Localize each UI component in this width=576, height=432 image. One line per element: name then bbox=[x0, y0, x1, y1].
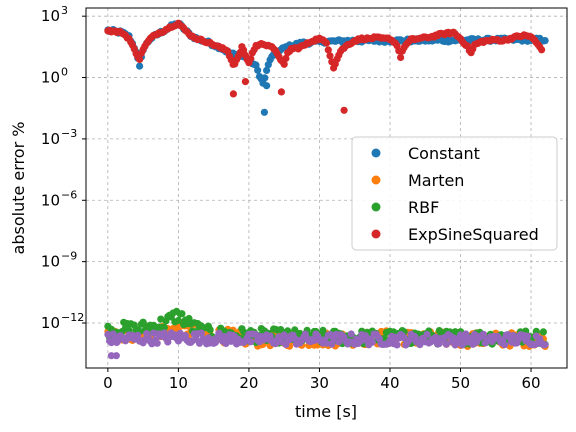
data-point bbox=[347, 330, 355, 338]
data-point bbox=[416, 341, 424, 349]
data-point-outlier bbox=[260, 108, 268, 116]
series-unlabeled bbox=[104, 329, 549, 360]
legend-label-rbf: RBF bbox=[408, 198, 439, 217]
y-tick-label: 10 bbox=[41, 191, 60, 209]
data-layer bbox=[104, 19, 549, 360]
data-point bbox=[160, 324, 168, 332]
data-point bbox=[254, 66, 262, 74]
data-point bbox=[462, 330, 470, 338]
series-constant bbox=[104, 20, 549, 116]
data-point-outlier bbox=[241, 78, 249, 86]
data-point bbox=[501, 341, 509, 349]
x-tick-label: 20 bbox=[239, 374, 258, 392]
data-point bbox=[136, 62, 144, 70]
data-point bbox=[206, 326, 214, 334]
data-point bbox=[160, 329, 168, 337]
data-point bbox=[282, 54, 290, 63]
y-tick-exponent: −6 bbox=[61, 188, 77, 201]
data-point bbox=[261, 74, 269, 82]
data-point bbox=[368, 338, 376, 346]
data-point bbox=[326, 52, 334, 60]
data-point bbox=[539, 328, 548, 336]
data-point bbox=[324, 46, 332, 54]
data-point bbox=[174, 316, 182, 325]
legend-marker-rbf bbox=[371, 202, 381, 212]
data-point bbox=[523, 332, 532, 340]
legend-label-constant: Constant bbox=[408, 144, 480, 163]
data-point bbox=[322, 39, 331, 47]
legend-marker-constant bbox=[371, 148, 381, 158]
data-point bbox=[423, 330, 431, 339]
data-point bbox=[136, 55, 144, 64]
data-point bbox=[178, 310, 186, 318]
data-point bbox=[479, 330, 487, 338]
y-tick-label: 10 bbox=[41, 130, 60, 148]
data-point bbox=[458, 341, 466, 349]
y-tick-label: 10 bbox=[41, 69, 60, 87]
data-point bbox=[328, 340, 336, 348]
y-axis-label: absolute error % bbox=[9, 122, 28, 255]
data-point-outlier bbox=[263, 82, 271, 90]
x-tick-label: 50 bbox=[451, 374, 470, 392]
y-tick-exponent: −9 bbox=[61, 250, 77, 263]
data-point bbox=[541, 341, 549, 349]
legend-frame bbox=[351, 136, 558, 251]
x-tick-label: 0 bbox=[103, 374, 113, 392]
plot-frame bbox=[85, 7, 568, 369]
data-point bbox=[247, 55, 255, 63]
data-point bbox=[197, 329, 205, 337]
data-point bbox=[150, 329, 158, 337]
data-point bbox=[153, 339, 161, 347]
data-point-outlier bbox=[277, 88, 285, 96]
data-point bbox=[185, 314, 193, 323]
x-axis-label: time [s] bbox=[295, 402, 357, 421]
data-point bbox=[335, 338, 343, 346]
data-point bbox=[263, 66, 271, 74]
data-point bbox=[247, 338, 255, 346]
legend-label-expsinesquared: ExpSineSquared bbox=[408, 225, 539, 244]
y-tick-label: 10 bbox=[41, 314, 60, 332]
y-tick-label: 10 bbox=[41, 253, 60, 271]
data-point bbox=[280, 60, 288, 68]
data-point bbox=[134, 331, 142, 339]
x-tick-label: 60 bbox=[521, 374, 540, 392]
data-point-outlier bbox=[340, 106, 348, 114]
y-tick-exponent: 3 bbox=[61, 4, 68, 17]
data-point bbox=[538, 46, 546, 54]
series-expsinesquared bbox=[104, 19, 546, 114]
x-tick-label: 10 bbox=[169, 374, 188, 392]
data-point-outlier bbox=[229, 90, 237, 98]
data-point bbox=[397, 53, 405, 62]
y-tick-exponent: −3 bbox=[61, 127, 77, 140]
y-tick-exponent: 0 bbox=[61, 66, 68, 79]
data-point bbox=[509, 332, 517, 340]
x-tick-label: 40 bbox=[380, 374, 399, 392]
legend-marker-marten bbox=[371, 175, 381, 185]
x-tick-label: 30 bbox=[310, 374, 329, 392]
y-tick-label: 10 bbox=[41, 7, 60, 25]
data-point-outlier bbox=[112, 352, 120, 360]
y-tick-exponent: −12 bbox=[61, 311, 84, 324]
legend-marker-expsinesquared bbox=[371, 229, 381, 239]
legend: Constant Marten RBF ExpSineSquared bbox=[351, 136, 558, 251]
data-point bbox=[393, 341, 401, 349]
data-point bbox=[442, 340, 450, 348]
legend-label-marten: Marten bbox=[408, 171, 464, 190]
data-point bbox=[541, 37, 549, 45]
data-point bbox=[104, 330, 112, 339]
